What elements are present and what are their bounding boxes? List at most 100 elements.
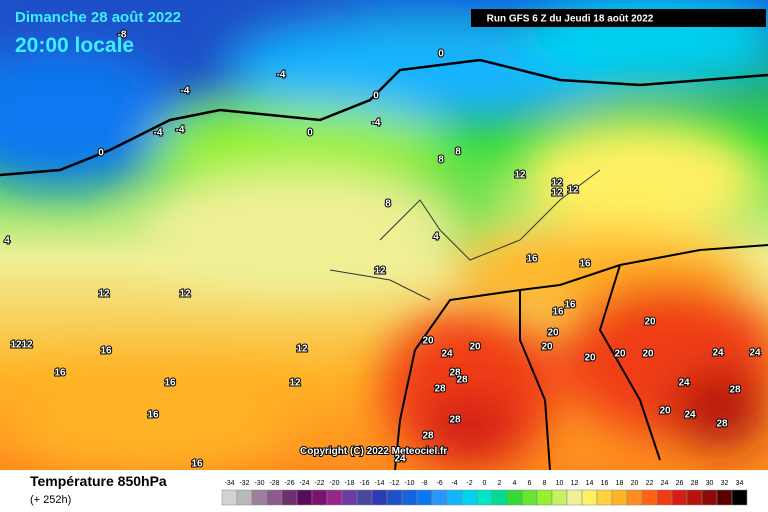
legend-label: -6 bbox=[436, 480, 442, 487]
contour-label: 12 bbox=[10, 340, 22, 351]
legend-swatch bbox=[641, 489, 658, 506]
contour-label: 12 bbox=[567, 185, 579, 196]
legend-label: -16 bbox=[359, 480, 369, 487]
map-time: 20:00 locale bbox=[15, 34, 134, 57]
contour-label: 16 bbox=[564, 300, 576, 311]
legend-label: 12 bbox=[571, 480, 579, 487]
contour-label: -4 bbox=[154, 128, 163, 139]
legend-swatch bbox=[221, 489, 238, 506]
contour-label: 8 bbox=[385, 199, 391, 210]
run-info: Run GFS 6 Z du Jeudi 18 août 2022 bbox=[487, 14, 654, 25]
legend-swatch bbox=[731, 489, 748, 506]
legend-label: 24 bbox=[661, 480, 669, 487]
contour-label: 20 bbox=[422, 336, 434, 347]
contour-label: 12 bbox=[551, 188, 563, 199]
contour-label: 4 bbox=[4, 236, 10, 247]
contour-label: 4 bbox=[433, 232, 439, 243]
legend-swatch bbox=[266, 489, 283, 506]
contour-label: 24 bbox=[678, 378, 690, 389]
legend-swatch bbox=[326, 489, 343, 506]
contour-label: -4 bbox=[176, 125, 185, 136]
legend-label: -2 bbox=[466, 480, 472, 487]
legend-label: 4 bbox=[513, 480, 517, 487]
legend-swatch bbox=[716, 489, 733, 506]
contour-label: 28 bbox=[449, 368, 461, 379]
legend-swatch bbox=[551, 489, 568, 506]
legend-swatch bbox=[521, 489, 538, 506]
legend-swatch bbox=[566, 489, 583, 506]
contour-label: 24 bbox=[712, 348, 724, 359]
contour-label: 8 bbox=[438, 155, 444, 166]
legend-swatch bbox=[476, 489, 493, 506]
legend-swatch bbox=[416, 489, 433, 506]
contour-label: 24 bbox=[684, 410, 696, 421]
legend: -34 -32 -30 -28 -26 -24 -22 -20 -18 -16 -14 -12 -10-… bbox=[221, 480, 748, 506]
contour-label: 12 bbox=[296, 344, 308, 355]
legend-label: -18 bbox=[344, 480, 354, 487]
contour-label: 12 bbox=[98, 289, 110, 300]
contour-label: 16 bbox=[191, 459, 203, 470]
contour-label: 16 bbox=[54, 368, 66, 379]
legend-label: 2 bbox=[498, 480, 502, 487]
contour-label: 20 bbox=[469, 342, 481, 353]
legend-label: -34 bbox=[224, 480, 234, 487]
legend-swatch bbox=[461, 489, 478, 506]
legend-label: -12 bbox=[389, 480, 399, 487]
legend-label: -14 bbox=[374, 480, 384, 487]
legend-label: -10 bbox=[404, 480, 414, 487]
legend-label: 8 bbox=[543, 480, 547, 487]
legend-swatch bbox=[686, 489, 703, 506]
legend-swatch bbox=[671, 489, 688, 506]
contour-label: 0 bbox=[438, 49, 444, 60]
contour-label: 12 bbox=[289, 378, 301, 389]
legend-label: -22 bbox=[314, 480, 324, 487]
legend-swatch bbox=[401, 489, 418, 506]
contour-label: 0 bbox=[98, 148, 104, 159]
legend-swatch bbox=[491, 489, 508, 506]
legend-label: 32 bbox=[721, 480, 729, 487]
legend-swatch bbox=[506, 489, 523, 506]
contour-label: 12 bbox=[21, 340, 33, 351]
contour-label: 12 bbox=[374, 266, 386, 277]
contour-label: 20 bbox=[541, 342, 553, 353]
contour-label: 16 bbox=[147, 410, 159, 421]
legend-swatch bbox=[296, 489, 313, 506]
contour-label: -8 bbox=[118, 30, 127, 41]
legend-label: 22 bbox=[646, 480, 654, 487]
contour-label: 24 bbox=[749, 348, 761, 359]
legend-label: -26 bbox=[284, 480, 294, 487]
legend-label: 18 bbox=[616, 480, 624, 487]
map-date: Dimanche 28 août 2022 bbox=[15, 9, 181, 26]
contour-label: 20 bbox=[584, 353, 596, 364]
legend-label: 20 bbox=[631, 480, 639, 487]
legend-label: -28 bbox=[269, 480, 279, 487]
footer-title: Température 850hPa bbox=[30, 473, 167, 489]
copyright: Copyright (C) 2022 Meteociel.fr bbox=[300, 446, 447, 457]
contour-label: 28 bbox=[449, 415, 461, 426]
contour-label: 28 bbox=[716, 419, 728, 430]
contour-label: 16 bbox=[552, 307, 564, 318]
legend-swatch bbox=[281, 489, 298, 506]
legend-swatch bbox=[431, 489, 448, 506]
legend-swatch bbox=[656, 489, 673, 506]
contour-label: 20 bbox=[644, 317, 656, 328]
legend-swatch bbox=[251, 489, 268, 506]
legend-swatch bbox=[581, 489, 598, 506]
contour-label: 20 bbox=[659, 406, 671, 417]
contour-label: 20 bbox=[614, 349, 626, 360]
contour-label: 28 bbox=[434, 384, 446, 395]
contour-label: 20 bbox=[547, 328, 559, 339]
contour-label: 12 bbox=[179, 289, 191, 300]
contour-label: -4 bbox=[277, 70, 286, 81]
legend-label: -30 bbox=[254, 480, 264, 487]
legend-label: 16 bbox=[601, 480, 609, 487]
legend-swatch bbox=[311, 489, 328, 506]
contour-label: -4 bbox=[372, 118, 381, 129]
legend-label: -24 bbox=[299, 480, 309, 487]
legend-swatch bbox=[536, 489, 553, 506]
contour-label: 8 bbox=[455, 147, 461, 158]
contour-label: -4 bbox=[181, 86, 190, 97]
contour-label: 16 bbox=[526, 254, 538, 265]
